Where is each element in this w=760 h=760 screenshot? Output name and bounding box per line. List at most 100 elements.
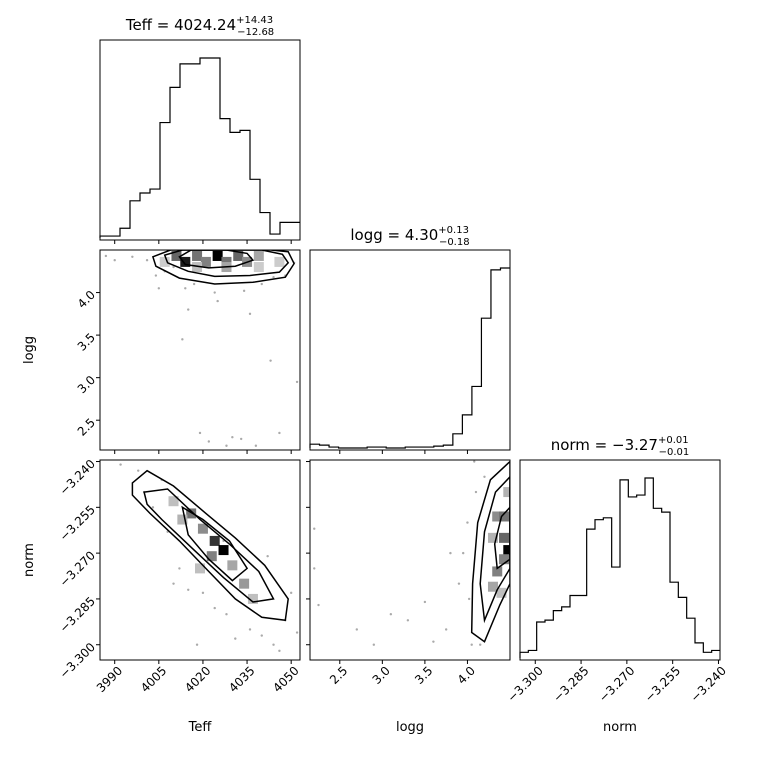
density-cell: [492, 511, 503, 522]
sample-point: [457, 582, 461, 585]
sample-point: [272, 276, 275, 279]
contour-line: [131, 469, 289, 622]
density-cell: [499, 532, 510, 543]
density-cell: [212, 250, 223, 261]
density-cell: [218, 545, 229, 556]
sample-point: [216, 299, 219, 303]
sample-point: [145, 259, 149, 262]
y-tick-label: −3.285: [57, 594, 98, 635]
sample-point: [423, 600, 427, 604]
sample-point: [254, 444, 258, 447]
x-tick-label: 4.0: [455, 664, 478, 687]
sample-point: [213, 606, 216, 610]
sample-point: [289, 591, 293, 595]
sample-point: [157, 287, 161, 290]
sample-point: [479, 643, 482, 646]
sample-point: [192, 282, 196, 286]
density-cell: [499, 511, 510, 522]
sample-point: [104, 254, 108, 258]
sample-point: [313, 567, 316, 570]
sample-point: [184, 287, 187, 290]
density-cell: [209, 535, 220, 546]
sample-point: [137, 469, 140, 472]
sample-point: [473, 460, 476, 463]
density-cell: [496, 587, 507, 598]
sample-point: [372, 643, 376, 646]
x-axis-label-logg: logg: [396, 720, 424, 735]
sample-point: [201, 591, 205, 595]
x-axis-label-Teff: Teff: [188, 720, 213, 735]
sample-point: [151, 506, 155, 509]
contour-line: [493, 506, 510, 570]
density-cell: [192, 262, 203, 273]
sample-point: [225, 612, 228, 616]
density-cell: [487, 581, 498, 592]
sample-point: [172, 265, 175, 269]
sample-point: [131, 255, 134, 259]
panel-Teff_norm: [119, 463, 299, 653]
x-tick-label: 4020: [182, 664, 213, 695]
sample-point: [272, 643, 275, 646]
y-tick-label: −3.255: [57, 503, 98, 544]
density-cell: [159, 256, 170, 267]
sample-point: [207, 440, 211, 443]
sample-point: [231, 436, 234, 439]
panel-frame: [99, 249, 301, 451]
sample-point: [278, 649, 281, 653]
density-cell: [503, 545, 510, 556]
contour-line: [181, 505, 249, 582]
contour-line: [143, 488, 275, 603]
sample-point: [467, 597, 471, 601]
x-tick-label: 4035: [226, 664, 257, 695]
sample-point: [449, 551, 452, 555]
density-cell: [197, 523, 208, 534]
y-tick-label: −3.270: [57, 548, 98, 589]
contour-line: [479, 475, 510, 624]
sample-point: [470, 643, 473, 646]
density-cell: [177, 514, 188, 525]
sample-point: [239, 437, 243, 441]
x-tick-label: 4005: [138, 664, 169, 695]
title-logg: logg = 4.30+0.13 −0.18: [350, 225, 469, 248]
title-Teff: Teff = 4024.24+14.43 −12.68: [125, 15, 274, 38]
sample-point: [295, 631, 299, 634]
y-tick-label: −3.240: [57, 457, 98, 498]
sample-point: [266, 554, 269, 558]
sample-point: [178, 567, 181, 570]
y-tick-label: 2.5: [75, 415, 98, 438]
sample-point: [234, 637, 237, 640]
x-tick-label: 3990: [94, 664, 125, 695]
sample-point: [278, 431, 281, 435]
sample-point: [355, 628, 359, 631]
density-cell: [195, 563, 205, 574]
sample-point: [195, 643, 199, 646]
y-axis-label-norm: norm: [22, 543, 37, 577]
histogram-logg: [309, 267, 510, 449]
panel-frame: [99, 39, 301, 241]
sample-point: [269, 359, 272, 362]
sample-point: [113, 259, 116, 262]
sample-point: [406, 619, 410, 622]
sample-point: [225, 444, 228, 447]
x-tick-label: −3.240: [688, 664, 729, 705]
sample-point: [444, 628, 448, 631]
histogram-norm: [519, 477, 720, 658]
sample-point: [181, 338, 184, 341]
density-cell: [180, 256, 191, 267]
sample-point: [242, 289, 246, 293]
panel-frame: [309, 249, 511, 451]
sample-point: [389, 612, 393, 616]
density-cell: [492, 566, 503, 577]
density-cell: [233, 250, 244, 261]
density-cell: [247, 593, 258, 604]
density-cell: [171, 250, 182, 261]
sample-point: [260, 282, 263, 286]
sample-point: [119, 463, 122, 466]
panel-logg_norm: [313, 460, 510, 646]
histogram-Teff: [99, 57, 300, 238]
x-axis-label-norm: norm: [603, 720, 637, 735]
density-cell: [227, 560, 238, 571]
sample-point: [483, 475, 486, 478]
density-cell: [253, 262, 264, 273]
